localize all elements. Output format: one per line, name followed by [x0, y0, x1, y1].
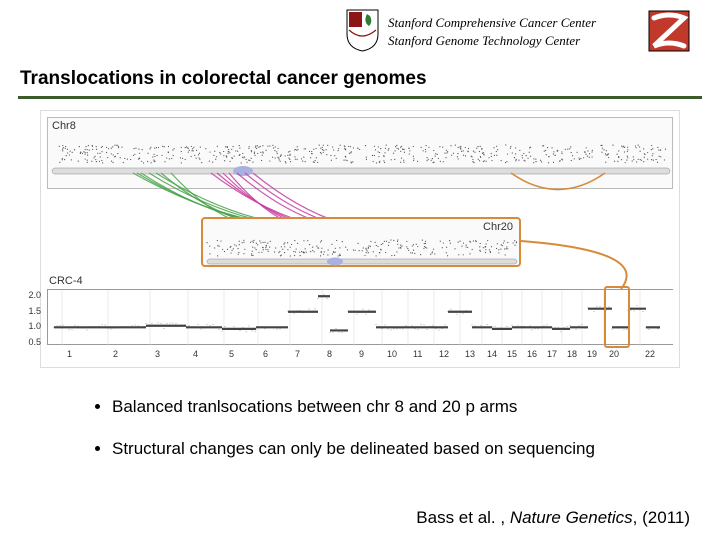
header-line2: Stanford Genome Technology Center	[388, 32, 596, 50]
stanford-shield-logo	[345, 8, 380, 52]
sample-label: CRC-4	[49, 275, 83, 287]
bullet-1: Balanced tranlsocations between chr 8 an…	[112, 394, 654, 420]
chr20-label: Chr20	[483, 221, 513, 233]
chr8-ideogram	[48, 162, 674, 182]
header-institution-text: Stanford Comprehensive Cancer Center Sta…	[388, 14, 596, 49]
title-underline	[18, 96, 702, 99]
slide-header: Stanford Comprehensive Cancer Center Sta…	[0, 6, 720, 54]
chr8-label: Chr8	[52, 120, 76, 132]
cnv-y-axis: 2.01.51.00.5	[19, 289, 43, 345]
cnv-x-axis: 123456789101112131415161718192022	[47, 347, 673, 363]
chr20-ideogram	[205, 257, 521, 267]
citation-authors: Bass et al. ,	[416, 508, 510, 527]
chr20-cnv-highlight	[604, 286, 630, 348]
cnv-segments	[48, 290, 674, 346]
citation-year: , (2011)	[633, 508, 690, 527]
bullet-2: Structural changes can only be delineate…	[112, 436, 654, 462]
cnv-plot	[47, 289, 673, 345]
citation: Bass et al. , Nature Genetics, (2011)	[416, 508, 690, 528]
sgtc-logo	[648, 10, 690, 52]
chr20-track-panel: Chr20	[201, 217, 521, 267]
slide-title: Translocations in colorectal cancer geno…	[20, 68, 427, 90]
bullet-list: Balanced tranlsocations between chr 8 an…	[94, 394, 654, 477]
header-line1: Stanford Comprehensive Cancer Center	[388, 14, 596, 32]
chr8-track-panel: Chr8	[47, 117, 673, 189]
citation-journal: Nature Genetics	[510, 508, 633, 527]
translocation-figure: Chr8 Chr20 CRC-4 2.01.51.00.5 1234567891…	[40, 110, 680, 368]
